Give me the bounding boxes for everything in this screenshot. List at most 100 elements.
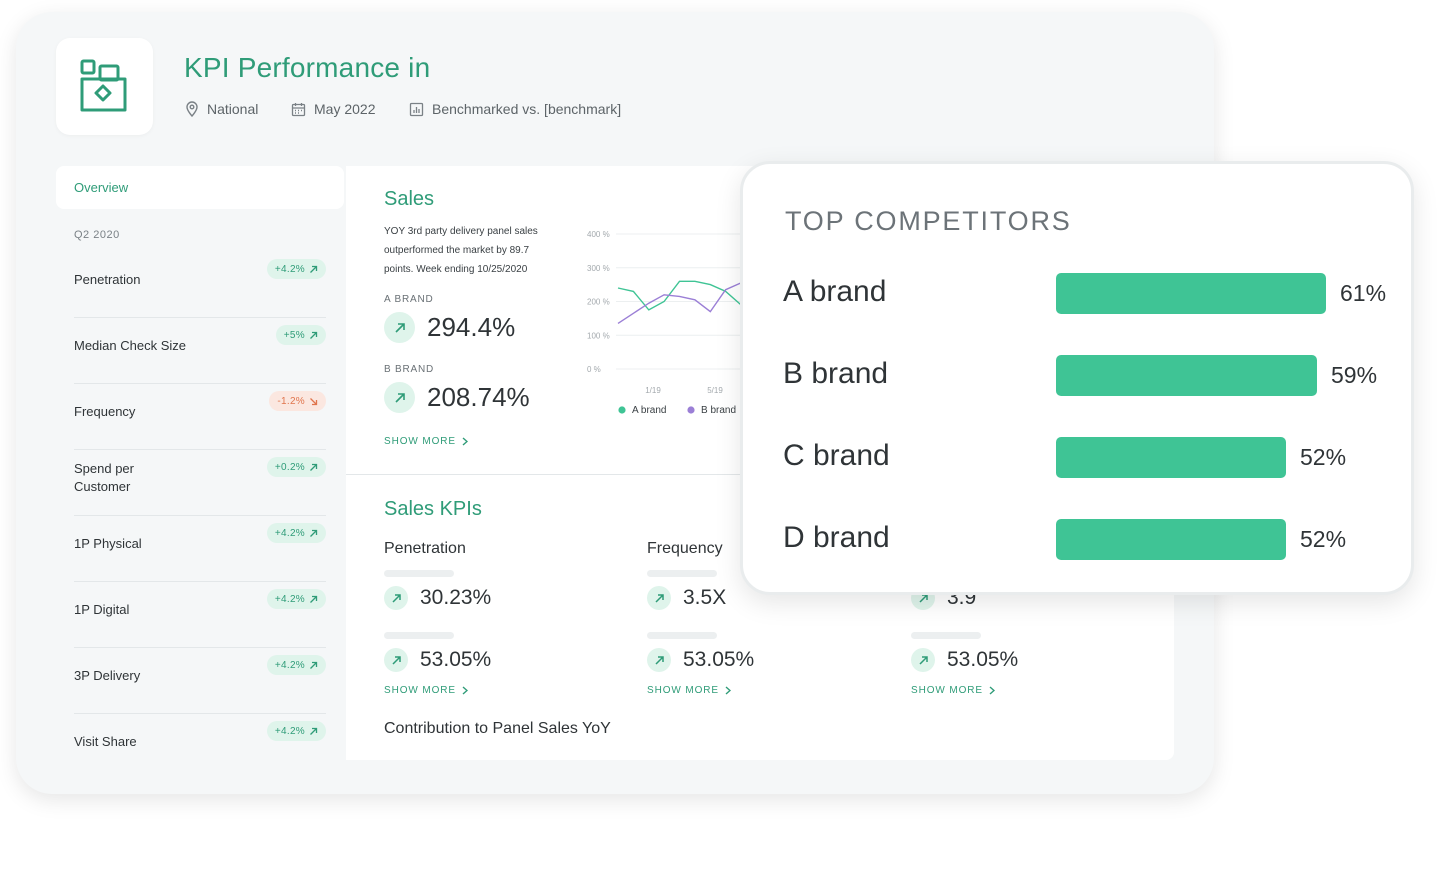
y-tick-label: 200 % bbox=[587, 298, 610, 307]
date-label: May 2022 bbox=[314, 101, 376, 117]
sidebar-item-label: Spend per Customer bbox=[74, 461, 134, 494]
chevron-right-icon bbox=[462, 686, 468, 695]
arrow-up-right-icon bbox=[310, 529, 318, 537]
y-tick-label: 400 % bbox=[587, 230, 610, 239]
arrow-up-right-icon bbox=[911, 648, 935, 672]
show-more-label: SHOW MORE bbox=[384, 685, 456, 696]
y-tick-label: 100 % bbox=[587, 331, 610, 340]
kpi-show-more-link[interactable]: SHOW MORE bbox=[384, 685, 468, 696]
show-more-label: SHOW MORE bbox=[911, 685, 983, 696]
competitor-bar bbox=[1056, 519, 1286, 560]
series-line-a bbox=[617, 280, 742, 311]
change-value: +4.2% bbox=[274, 659, 305, 671]
competitor-value: 61% bbox=[1340, 280, 1387, 306]
brand-b-label: B BRAND bbox=[384, 364, 435, 375]
competitor-value: 52% bbox=[1300, 444, 1347, 470]
kpi-value: 53.05% bbox=[420, 648, 492, 671]
legend-label: A brand bbox=[632, 405, 666, 416]
arrow-up-right-icon bbox=[384, 586, 408, 610]
sidebar-item-label: Visit Share bbox=[74, 734, 137, 749]
kpi-column-header: Penetration bbox=[384, 540, 466, 557]
sidebar-overview-tab[interactable]: Overview bbox=[56, 166, 344, 209]
sidebar-item-label: 1P Physical bbox=[74, 536, 142, 551]
competitor-bar bbox=[1056, 437, 1286, 478]
arrow-down-right-icon bbox=[310, 397, 318, 405]
top-competitors-card: TOP COMPETITORS A brand 61% B brand 59% C br… bbox=[740, 161, 1414, 595]
sidebar-item[interactable]: Frequency -1.2% bbox=[74, 384, 326, 450]
chevron-right-icon bbox=[462, 437, 468, 446]
arrow-up-right-icon bbox=[310, 265, 318, 273]
contribution-label: Contribution to Panel Sales YoY bbox=[384, 720, 611, 737]
change-value: +4.2% bbox=[274, 725, 305, 737]
brand-a-label: A BRAND bbox=[384, 294, 434, 305]
sidebar-item[interactable]: Visit Share +4.2% bbox=[74, 714, 326, 780]
kpi-column-header: Frequency bbox=[647, 540, 723, 557]
sidebar-item-label: Penetration bbox=[74, 272, 141, 287]
skeleton-bar bbox=[911, 632, 981, 639]
competitor-name: C brand bbox=[783, 439, 890, 472]
sales-kpis-title: Sales KPIs bbox=[384, 498, 482, 520]
sales-show-more-link[interactable]: SHOW MORE bbox=[384, 436, 468, 447]
arrow-up-right-icon bbox=[384, 382, 415, 413]
arrow-up-right-icon bbox=[310, 595, 318, 603]
change-value: +4.2% bbox=[274, 263, 305, 275]
section-divider bbox=[346, 474, 766, 475]
show-more-label: SHOW MORE bbox=[384, 436, 456, 447]
sidebar-item[interactable]: 1P Physical +4.2% bbox=[74, 516, 326, 582]
competitor-value: 52% bbox=[1300, 526, 1347, 552]
change-value: +0.2% bbox=[274, 461, 305, 473]
competitor-name: D brand bbox=[783, 521, 890, 554]
arrow-up-right-icon bbox=[310, 463, 318, 471]
competitor-name: A brand bbox=[783, 275, 887, 308]
skeleton-bar bbox=[647, 632, 717, 639]
y-tick-label: 300 % bbox=[587, 264, 610, 273]
kpi-value: 3.5X bbox=[683, 586, 727, 609]
skeleton-bar bbox=[647, 570, 717, 577]
sidebar-item[interactable]: Spend per Customer +0.2% bbox=[74, 450, 326, 516]
sidebar-period-label: Q2 2020 bbox=[74, 229, 120, 241]
arrow-up-right-icon bbox=[310, 727, 318, 735]
kpi-show-more-link[interactable]: SHOW MORE bbox=[647, 685, 731, 696]
kpi-value-row: 3.5X bbox=[647, 586, 726, 610]
change-value: +5% bbox=[283, 329, 305, 341]
competitor-row: C brand 52% bbox=[743, 437, 1411, 479]
sales-title: Sales bbox=[384, 188, 435, 210]
change-value: +4.2% bbox=[274, 593, 305, 605]
sidebar-item[interactable]: Median Check Size +5% bbox=[74, 318, 326, 384]
top-competitors-title: TOP COMPETITORS bbox=[785, 206, 1072, 236]
change-badge: +4.2% bbox=[266, 721, 326, 741]
arrow-up-right-icon bbox=[310, 331, 318, 339]
brand-b-value-row: 208.74% bbox=[384, 382, 530, 413]
x-tick-label: 1/19 bbox=[645, 386, 661, 395]
arrow-up-right-icon bbox=[647, 648, 671, 672]
location-label: National bbox=[207, 101, 259, 117]
kpi-value-row: 30.23% bbox=[384, 586, 491, 610]
sidebar-item[interactable]: 3P Delivery +4.2% bbox=[74, 648, 326, 714]
competitor-row: A brand 61% bbox=[743, 273, 1411, 315]
kpi-value: 30.23% bbox=[420, 586, 492, 609]
kpi-sidebar: Overview Q2 2020 bbox=[56, 166, 344, 766]
sidebar-item[interactable]: 1P Digital +4.2% bbox=[74, 582, 326, 648]
competitor-value: 59% bbox=[1331, 362, 1378, 388]
calendar-icon bbox=[291, 102, 306, 116]
brand-b-value: 208.74% bbox=[427, 382, 530, 412]
competitor-bar bbox=[1056, 355, 1317, 396]
sales-description: YOY 3rd party delivery panel sales outpe… bbox=[384, 226, 538, 275]
x-tick-label: 5/19 bbox=[707, 386, 723, 395]
change-badge: +0.2% bbox=[266, 457, 326, 477]
change-badge: +4.2% bbox=[266, 655, 326, 675]
location-filter[interactable]: National bbox=[185, 101, 258, 117]
chevron-right-icon bbox=[989, 686, 995, 695]
skeleton-bar bbox=[384, 632, 454, 639]
date-filter[interactable]: May 2022 bbox=[291, 101, 375, 117]
kpi-show-more-link[interactable]: SHOW MORE bbox=[911, 685, 995, 696]
kpi-value-row: 53.05% bbox=[647, 648, 754, 672]
sidebar-item[interactable]: Penetration +4.2% bbox=[74, 252, 326, 318]
bar-chart-icon bbox=[409, 102, 424, 116]
legend-dot bbox=[687, 406, 695, 414]
location-pin-icon bbox=[186, 101, 198, 117]
layout-diamond-icon bbox=[80, 59, 126, 111]
legend-dot bbox=[618, 406, 626, 414]
benchmark-label: Benchmarked vs. [benchmark] bbox=[432, 101, 622, 117]
benchmark-filter[interactable]: Benchmarked vs. [benchmark] bbox=[409, 101, 621, 117]
